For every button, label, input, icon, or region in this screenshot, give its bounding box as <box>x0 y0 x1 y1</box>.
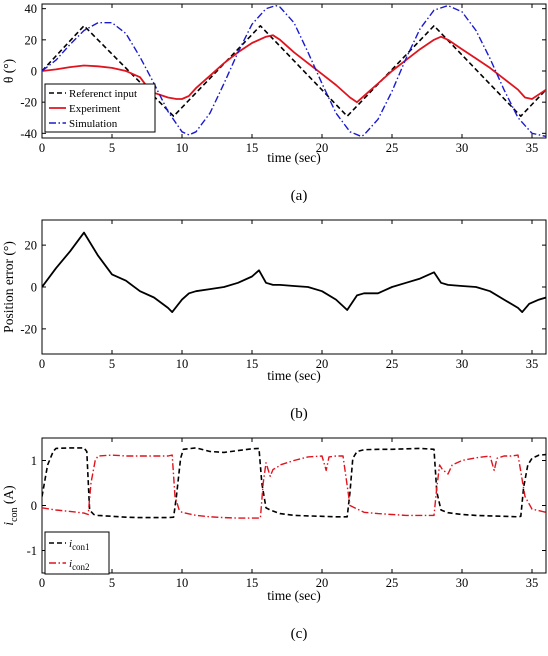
legend-entry-label: Referenct input <box>69 88 137 100</box>
x-tick-label: 15 <box>246 357 259 371</box>
x-axis-label: time (sec) <box>267 588 321 603</box>
x-tick-label: 15 <box>246 141 259 155</box>
x-tick-label: 30 <box>456 357 469 371</box>
y-tick-label: -20 <box>20 322 37 336</box>
y-tick-label: 40 <box>25 2 38 16</box>
x-tick-label: 20 <box>316 576 329 590</box>
y-axis-label-sub: con <box>9 507 20 521</box>
x-tick-label: 5 <box>109 141 115 155</box>
x-tick-label: 25 <box>386 141 399 155</box>
x-tick-label: 35 <box>526 357 539 371</box>
y-axis-label: Position error (°) <box>1 241 16 333</box>
legend-entry-label: Simulation <box>69 118 118 130</box>
panel-caption: (b) <box>290 406 308 422</box>
y-tick-label: -20 <box>20 96 37 110</box>
y-tick-label: 20 <box>25 33 38 47</box>
x-tick-label: 30 <box>456 576 469 590</box>
panel-caption: (c) <box>291 626 308 642</box>
y-axis-label-unit: (A) <box>1 485 16 507</box>
x-tick-label: 25 <box>386 357 399 371</box>
y-tick-label: 0 <box>31 281 37 295</box>
x-tick-label: 35 <box>526 576 539 590</box>
x-axis-label: time (sec) <box>267 150 321 165</box>
y-axis-label-main: i <box>1 522 16 526</box>
x-tick-label: 5 <box>109 576 115 590</box>
y-tick-label: 0 <box>31 499 37 513</box>
y-tick-label: -1 <box>27 544 37 558</box>
y-axis-label: θ (°) <box>1 59 16 83</box>
legend-entry-label: Experiment <box>69 103 120 115</box>
panel-a: 0 5 10 15 20 25 30 35 -40 -20 0 20 40 time (sec) θ (°)… <box>1 2 547 204</box>
series-line-1 <box>42 447 546 519</box>
legend-entry-main: i <box>69 558 72 570</box>
x-tick-label: 20 <box>316 141 329 155</box>
series-line-3 <box>42 4 546 138</box>
legend-entry-main: i <box>69 538 72 550</box>
series-line-2 <box>42 454 546 519</box>
y-axis-label: icon (A) <box>1 485 20 525</box>
x-tick-label: 10 <box>176 141 189 155</box>
x-tick-label: 0 <box>39 141 45 155</box>
x-tick-label: 0 <box>39 357 45 371</box>
series-line-1 <box>42 24 546 117</box>
x-axis-label: time (sec) <box>267 368 321 383</box>
series-line-1 <box>42 231 546 314</box>
x-tick-label: 5 <box>109 357 115 371</box>
x-tick-label: 10 <box>176 357 189 371</box>
y-tick-label: 20 <box>25 239 38 253</box>
legend-box <box>44 531 110 575</box>
x-tick-label: 35 <box>526 141 539 155</box>
x-tick-label: 0 <box>39 576 45 590</box>
legend-entry-sub: con2 <box>72 562 90 572</box>
x-tick-label: 25 <box>386 576 399 590</box>
legend-entry-sub: con1 <box>72 542 90 552</box>
x-tick-label: 30 <box>456 141 469 155</box>
legend: Referenct input Experiment Simulation <box>44 83 156 133</box>
x-tick-label: 20 <box>316 357 329 371</box>
y-tick-label: 1 <box>31 454 37 468</box>
legend-entry-label: icon2 <box>69 558 90 572</box>
y-tick-label: -40 <box>20 127 37 141</box>
legend-entry-label: icon1 <box>69 538 90 552</box>
series-line-2 <box>42 34 546 104</box>
x-tick-label: 15 <box>246 576 259 590</box>
x-tick-label: 10 <box>176 576 189 590</box>
panel-caption: (a) <box>291 188 308 204</box>
y-tick-label: 0 <box>31 65 37 79</box>
